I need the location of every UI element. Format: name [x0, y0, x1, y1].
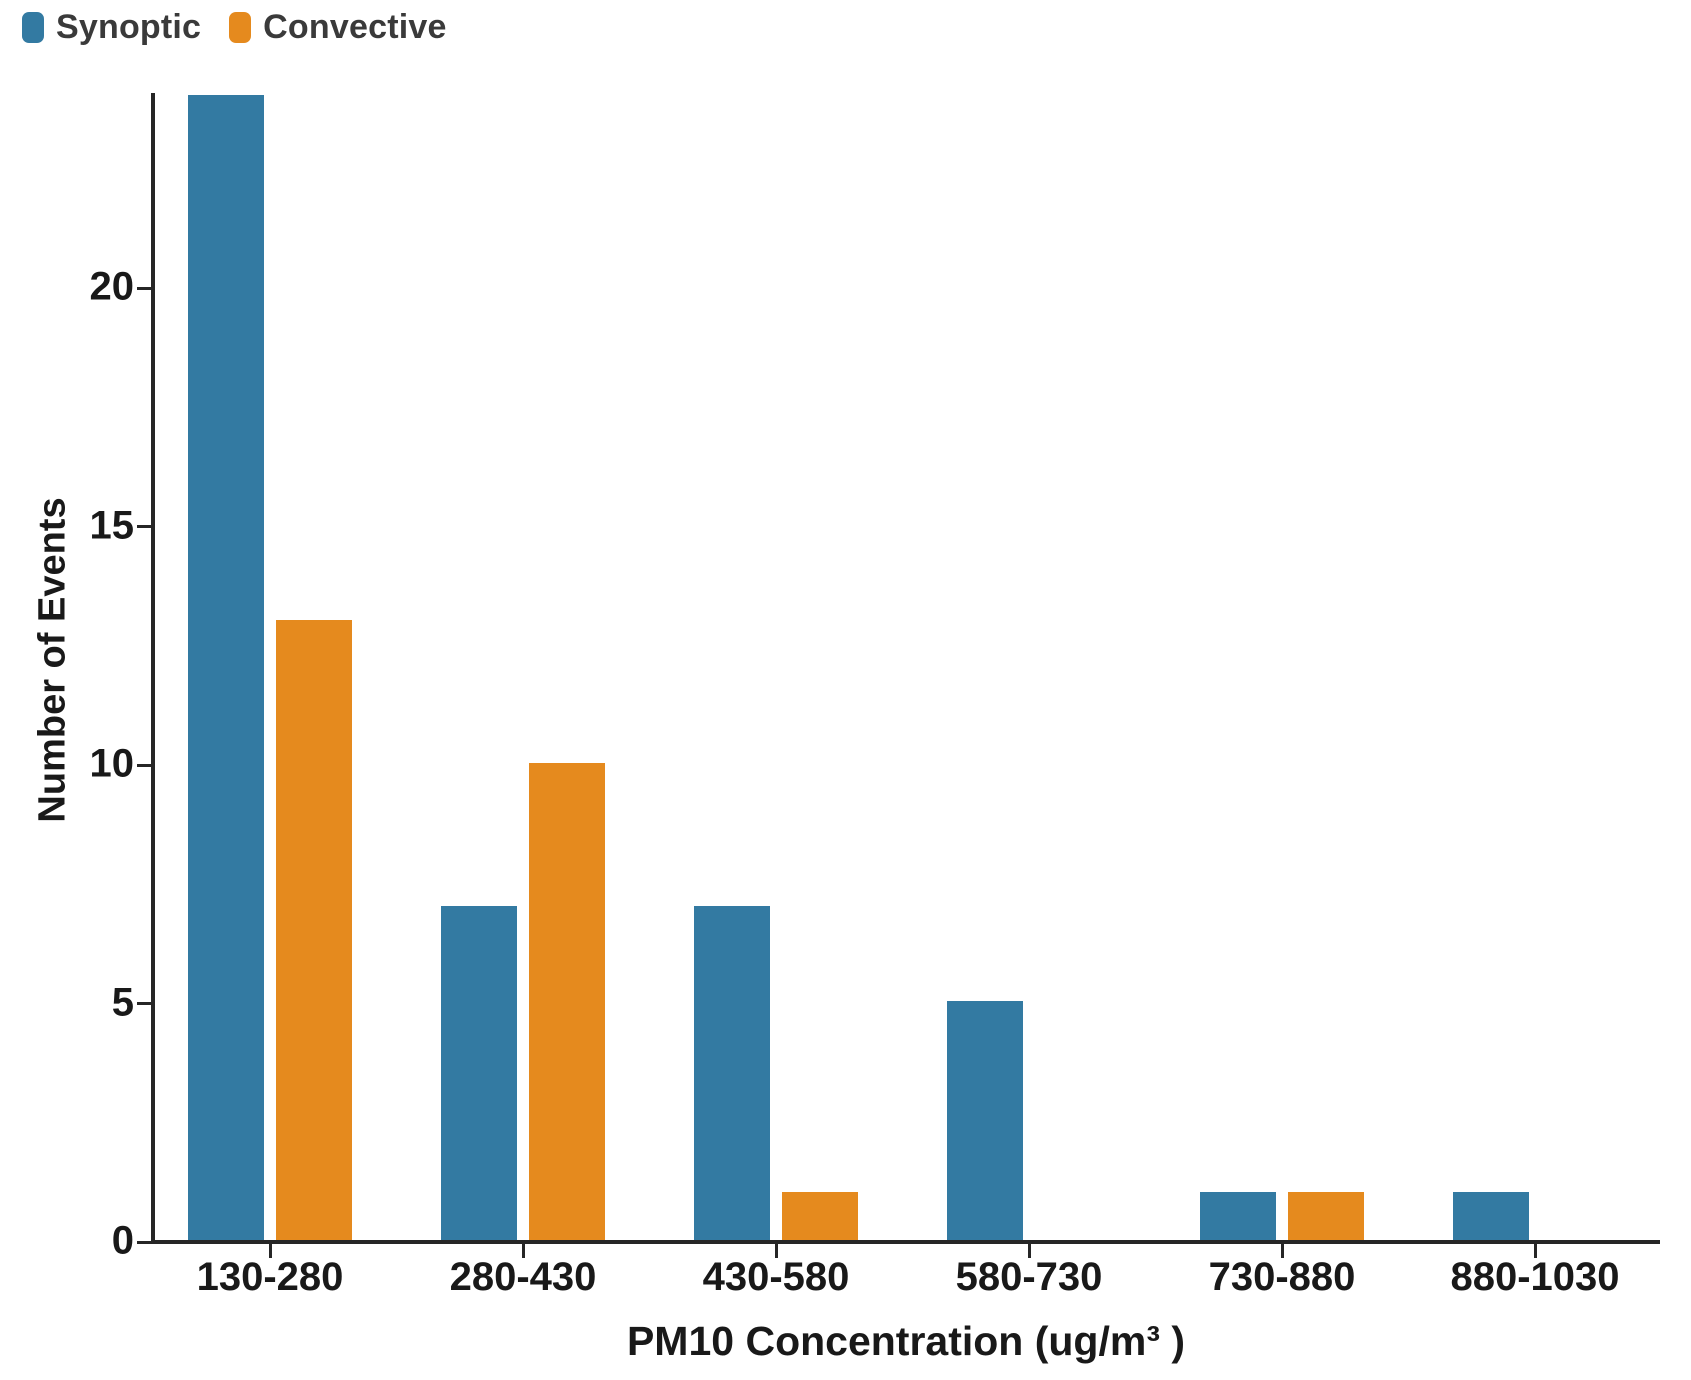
- chart-legend: Synoptic Convective: [22, 8, 447, 47]
- y-tick-label: 10: [89, 741, 135, 786]
- bar-convective-730-880: [1288, 1192, 1364, 1240]
- x-tick-label: 730-880: [1208, 1255, 1356, 1299]
- bar-convective-280-430: [529, 763, 605, 1240]
- legend-item-synoptic: Synoptic: [22, 8, 201, 47]
- x-tick-mark: [521, 1244, 525, 1258]
- y-tick-mark: [137, 525, 151, 528]
- legend-label-synoptic: Synoptic: [56, 8, 202, 46]
- x-tick-mark: [1280, 1244, 1284, 1258]
- bar-synoptic-280-430: [441, 906, 517, 1240]
- y-tick-mark: [137, 1002, 151, 1005]
- y-axis-line: [151, 93, 155, 1244]
- x-tick-label: 580-730: [955, 1255, 1103, 1299]
- x-tick-label: 280-430: [449, 1255, 597, 1299]
- synoptic-swatch-icon: [22, 12, 44, 43]
- y-tick-mark: [137, 763, 151, 767]
- bar-convective-130-280: [276, 620, 352, 1240]
- bar-synoptic-880-1030: [1453, 1192, 1529, 1240]
- x-axis-line: [151, 1240, 1660, 1244]
- x-tick-mark: [1533, 1244, 1537, 1258]
- y-tick-label: 0: [111, 1218, 134, 1263]
- x-tick-label: 880-1030: [1450, 1255, 1620, 1299]
- bar-synoptic-130-280: [188, 95, 264, 1240]
- y-tick-label: 15: [89, 503, 135, 548]
- x-tick-mark: [1027, 1244, 1031, 1258]
- x-axis-title: PM10 Concentration (ug/m³ ): [626, 1318, 1186, 1364]
- bar-synoptic-730-880: [1200, 1192, 1276, 1240]
- y-axis-title: Number of Events: [31, 497, 74, 823]
- x-tick-mark: [268, 1244, 272, 1258]
- convective-swatch-icon: [229, 12, 252, 43]
- bar-synoptic-580-730: [947, 1001, 1023, 1240]
- bar-synoptic-430-580: [694, 906, 770, 1240]
- y-tick-label: 20: [89, 264, 135, 309]
- legend-item-convective: Convective: [229, 8, 446, 47]
- legend-label-convective: Convective: [263, 8, 447, 46]
- x-tick-label: 430-580: [702, 1255, 850, 1299]
- y-tick-mark: [137, 286, 151, 290]
- x-tick-mark: [774, 1244, 778, 1258]
- bar-convective-430-580: [782, 1192, 858, 1240]
- x-tick-label: 130-280: [196, 1255, 344, 1299]
- y-tick-mark: [137, 1240, 151, 1244]
- y-tick-label: 5: [111, 980, 134, 1025]
